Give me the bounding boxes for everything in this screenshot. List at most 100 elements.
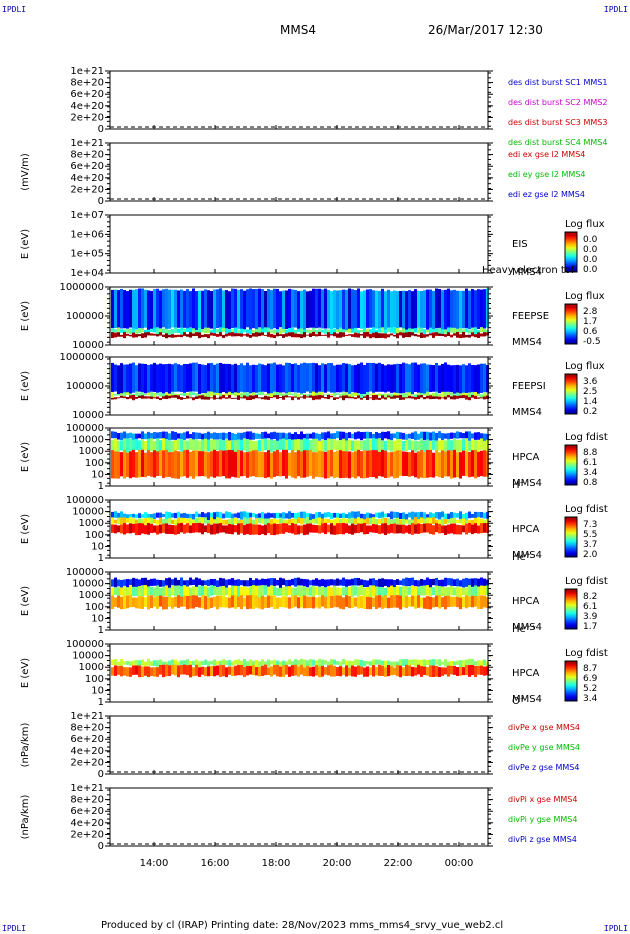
spectrogram-cell [387, 518, 390, 526]
spectrogram-cell [261, 525, 264, 534]
spectrogram-cell [168, 577, 171, 588]
spectrogram-cell [264, 394, 267, 396]
spectrogram-cell [129, 661, 132, 666]
spectrogram-cell [315, 329, 318, 334]
spectrogram-cell [114, 329, 117, 333]
corner-label-top-right: IPDLI [603, 5, 628, 14]
spectrogram-cell [381, 660, 384, 666]
panel-9 [105, 643, 578, 703]
spectrogram-cell [249, 512, 252, 518]
spectrogram-cell [423, 523, 426, 533]
spectrogram-cell [159, 664, 162, 675]
spectrogram-cell [177, 439, 180, 450]
spectrogram-cell [423, 329, 426, 335]
spectrogram-cell [348, 394, 351, 397]
spectrogram-cell [150, 517, 153, 525]
spectrogram-cell [480, 511, 483, 518]
spectrogram-cell [369, 517, 372, 525]
spectrogram-cell [372, 395, 375, 401]
spectrogram-cell [207, 597, 210, 610]
spectrogram-cell [129, 517, 132, 525]
spectrogram-cell [405, 577, 408, 588]
spectrogram-cell [198, 328, 201, 333]
spectrogram-cell [369, 597, 372, 610]
spectrogram-cell [270, 595, 273, 607]
spectrogram-cell [183, 664, 186, 675]
spectrogram-cell [285, 596, 288, 608]
spectrogram-cell [303, 579, 306, 588]
instrument-label: O⁺ [512, 696, 525, 707]
spectrogram-cell [288, 452, 291, 476]
spectrogram-cell [447, 587, 450, 596]
spectrogram-cell [129, 289, 132, 328]
spectrogram-cell [216, 397, 219, 399]
spectrogram-cell [216, 661, 219, 665]
spectrogram-cell [264, 524, 267, 536]
spectrogram-cell [225, 525, 228, 534]
spectrogram-cell [342, 577, 345, 586]
spectrogram-cell [297, 577, 300, 587]
legend-entry: des dist burst SC2 MMS2 [508, 98, 607, 107]
spectrogram-cell [378, 664, 381, 676]
spectrogram-cell [135, 391, 138, 397]
spectrogram-cell [300, 393, 303, 396]
colorbar-tick-label: 6.1 [583, 602, 597, 612]
spectrogram-cell [429, 517, 432, 524]
colorbar-tick-label: 0.8 [583, 478, 598, 488]
spectrogram-cell [249, 395, 252, 401]
spectrogram-cell [141, 585, 144, 597]
spectrogram-cell [375, 332, 378, 339]
spectrogram-cell [423, 659, 426, 668]
spectrogram-cell [483, 578, 486, 587]
spectrogram-cell [237, 365, 240, 395]
spectrogram-cell [333, 365, 336, 394]
spectrogram-cell [165, 523, 168, 534]
spectrogram-cell [219, 450, 222, 477]
spectrogram-cell [432, 332, 435, 338]
spectrogram-cell [225, 438, 228, 451]
spectrogram-cell [420, 363, 423, 395]
spectrogram-cell [417, 364, 420, 393]
y-tick-label: 8e+20 [70, 150, 104, 161]
spectrogram-cell [426, 431, 429, 440]
spectrogram-cell [417, 451, 420, 479]
spectrogram-cell [144, 396, 147, 399]
spectrogram-cell [207, 334, 210, 339]
spectrogram-cell [474, 365, 477, 394]
spectrogram-cell [399, 524, 402, 534]
spectrogram-cell [111, 450, 114, 479]
spectrogram-cell [315, 395, 318, 400]
spectrogram-cell [189, 577, 192, 586]
spectrogram-cell [348, 451, 351, 479]
spectrogram-cell [447, 364, 450, 394]
spectrogram-cell [339, 513, 342, 518]
spectrogram-cell [480, 438, 483, 450]
spectrogram-cell [462, 578, 465, 588]
spectrogram-cell [213, 333, 216, 336]
spectrogram-cell [225, 587, 228, 596]
spectrogram-cell [303, 450, 306, 478]
spectrogram-cell [420, 523, 423, 534]
spectrogram-cell [144, 597, 147, 607]
spectrogram-cell [357, 517, 360, 526]
spectrogram-cell [279, 334, 282, 337]
spectrogram-cell [369, 661, 372, 666]
spectrogram-cell [420, 659, 423, 667]
spectrogram-cell [303, 362, 306, 393]
y-tick-label: 6e+20 [70, 734, 104, 745]
spectrogram-cell [270, 363, 273, 395]
spectrogram-cell [192, 333, 195, 337]
spectrogram-cell [135, 452, 138, 478]
y-tick-label: 6e+20 [70, 806, 104, 817]
spectrogram-cell [441, 363, 444, 394]
spectrogram-cell [426, 659, 429, 666]
spectrogram-cell [297, 364, 300, 393]
spectrogram-cell [321, 523, 324, 533]
spectrogram-cell [168, 512, 171, 520]
spectrogram-cell [228, 512, 231, 519]
spectrogram-cell [342, 289, 345, 330]
y-axis-label: E (eV) [20, 301, 31, 331]
spectrogram-cell [216, 523, 219, 534]
spectrogram-cell [258, 513, 261, 519]
spectrogram-cell [402, 290, 405, 330]
